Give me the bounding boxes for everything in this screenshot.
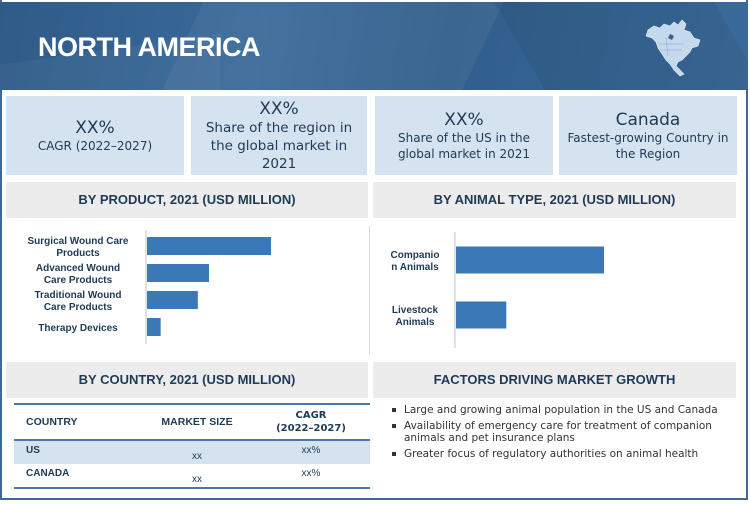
category-label: Therapy Devices (38, 323, 118, 334)
category-label: Advanced Wound (36, 263, 120, 274)
category-label: Traditional Wound (34, 290, 121, 301)
cagr-header-line1: CAGR (295, 410, 327, 421)
category-label: Companio (391, 250, 440, 261)
list-item: Availability of emergency care for treat… (390, 420, 730, 445)
kpi-label: Share of the region in the global market… (205, 119, 353, 172)
category-label: Products (56, 248, 100, 259)
bar (147, 264, 209, 282)
country-table: COUNTRY MARKET SIZE CAGR (2022–2027) US … (14, 403, 370, 489)
cell-country: US (14, 440, 142, 464)
header-banner: NORTH AMERICA (0, 2, 748, 90)
section-header-by-country: BY COUNTRY, 2021 (USD MILLION) (6, 362, 368, 398)
cell-cagr: xx% (301, 468, 321, 479)
cell-market-size: xx (142, 440, 252, 464)
list-item: Greater focus of regulatory authorities … (390, 448, 730, 461)
kpi-label: Fastest-growing Country in the Region (567, 130, 729, 161)
kpi-value: XX% (444, 109, 484, 130)
section-header-by-animal: BY ANIMAL TYPE, 2021 (USD MILLION) (373, 182, 736, 218)
kpi-cagr: XX% CAGR (2022–2027) (6, 96, 184, 175)
bar (456, 301, 507, 329)
bar (456, 246, 604, 274)
category-label: Livestock (392, 305, 439, 316)
cagr-header-line2: (2022–2027) (276, 423, 346, 434)
column-header-cagr: CAGR (2022–2027) (252, 404, 370, 441)
cell-market-size: xx (192, 474, 202, 485)
column-divider (369, 226, 370, 354)
category-label: Care Products (44, 275, 113, 286)
table-header-row: COUNTRY MARKET SIZE CAGR (2022–2027) (14, 404, 370, 441)
column-header-country: COUNTRY (14, 404, 142, 441)
bar (147, 318, 161, 336)
growth-factors-list: Large and growing animal population in t… (390, 404, 730, 463)
kpi-value: XX% (75, 117, 115, 138)
north-america-map-icon (645, 19, 701, 77)
category-label: n Animals (391, 262, 439, 273)
cell-country: CANADA (26, 468, 70, 479)
category-label: Care Products (44, 302, 113, 313)
category-label: Surgical Wound Care (28, 236, 129, 247)
table-row: CANADA xx xx% (14, 464, 370, 488)
column-header-market-size: MARKET SIZE (142, 404, 252, 441)
category-label: Animals (396, 317, 435, 328)
kpi-value: Canada (615, 109, 681, 130)
cell-cagr: xx% (252, 440, 370, 464)
bar (147, 291, 198, 309)
kpi-label: Share of the US in the global market in … (397, 130, 531, 161)
table-row: US xx xx% (14, 440, 370, 464)
section-header-factors: FACTORS DRIVING MARKET GROWTH (373, 362, 736, 398)
kpi-value: XX% (259, 98, 299, 119)
section-header-by-product: BY PRODUCT, 2021 (USD MILLION) (6, 182, 368, 218)
kpi-fastest-growing: Canada Fastest-growing Country in the Re… (559, 96, 737, 175)
kpi-label: CAGR (2022–2027) (37, 138, 153, 153)
list-item: Large and growing animal population in t… (390, 404, 730, 417)
bar (147, 237, 271, 255)
kpi-region-share: XX% Share of the region in the global ma… (191, 96, 367, 175)
kpi-us-share: XX% Share of the US in the global market… (375, 96, 553, 175)
region-title: NORTH AMERICA (38, 32, 261, 62)
